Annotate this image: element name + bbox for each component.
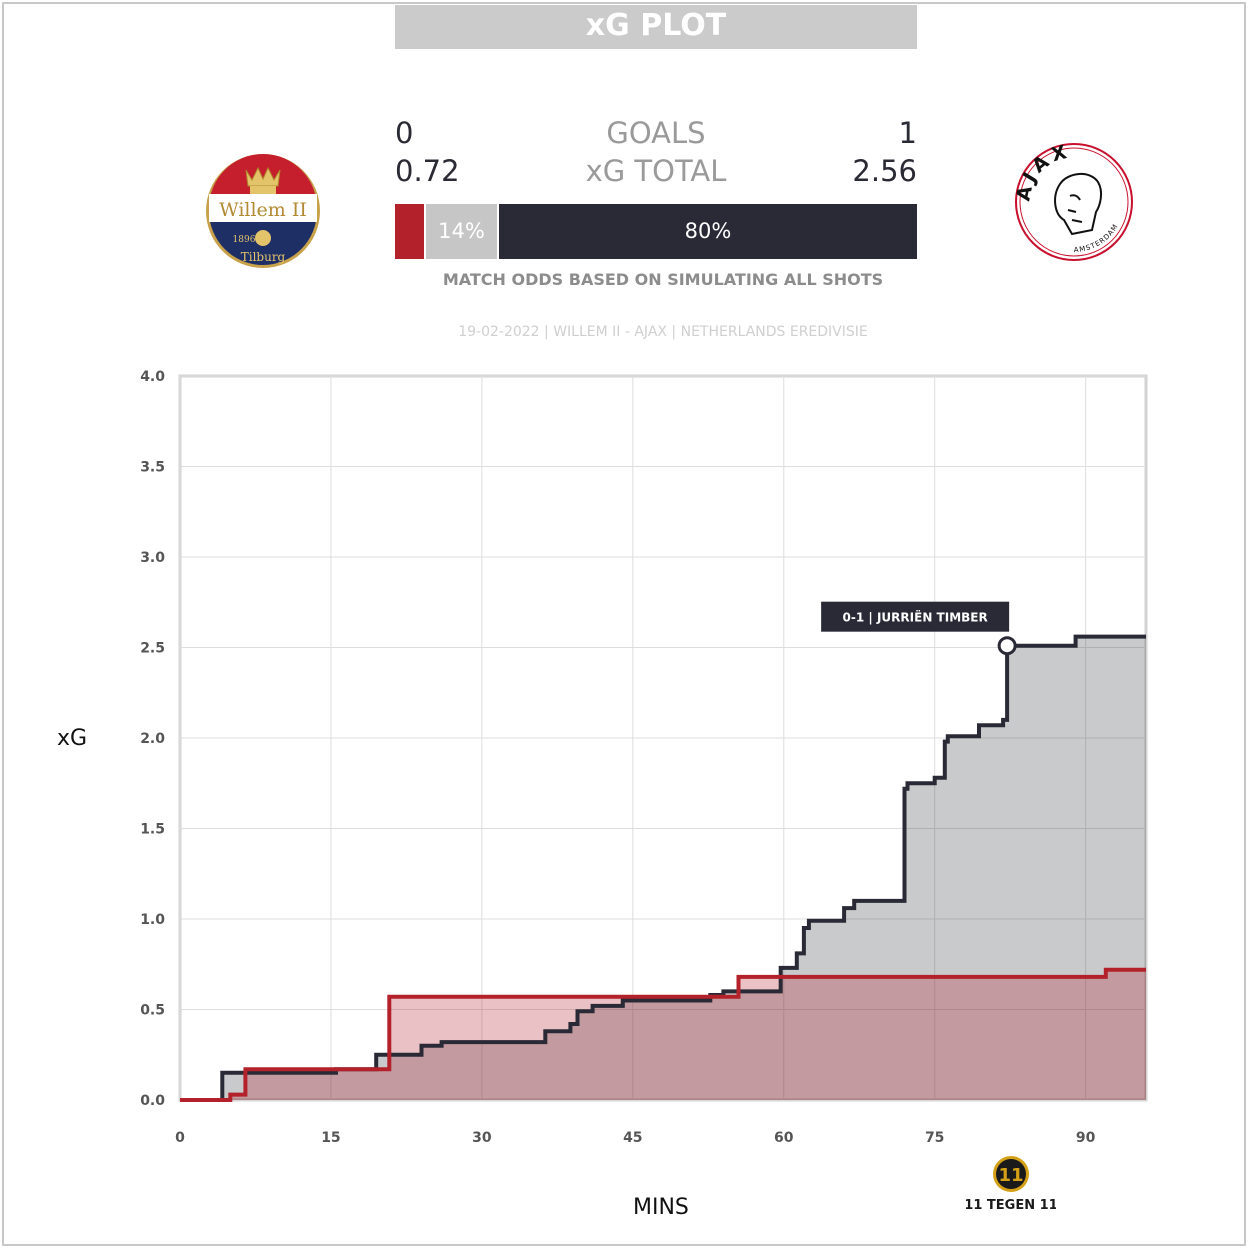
goal-label: 0-1 | JURRIËN TIMBER xyxy=(843,610,988,625)
x-tick-label: 15 xyxy=(321,1130,340,1146)
home-xg-area xyxy=(180,969,1146,1100)
page-title: xG PLOT xyxy=(395,5,917,49)
goals-row: 0 GOALS 1 xyxy=(395,116,917,156)
x-tick-label: 90 xyxy=(1076,1130,1096,1146)
crest-year: 1896 xyxy=(233,235,256,245)
goals-label: GOALS xyxy=(606,116,706,150)
crest-text-top: Willem II xyxy=(219,199,307,221)
away-xg-total: 2.56 xyxy=(852,154,917,188)
draw-odds: 14% xyxy=(426,204,497,259)
y-tick-label: 0.0 xyxy=(140,1093,165,1109)
odds-note: MATCH ODDS BASED ON SIMULATING ALL SHOTS xyxy=(442,270,884,289)
x-axis-title: MINS xyxy=(633,1195,689,1220)
willem-ii-crest-icon: Willem II 1896 Tilburg xyxy=(204,152,322,270)
x-tick-label: 75 xyxy=(925,1130,944,1146)
match-info: 19-02-2022 | WILLEM II - AJAX | NETHERLA… xyxy=(458,324,868,340)
crest-text-bottom: Tilburg xyxy=(241,250,286,264)
xg-total-row: 0.72 xG TOTAL 2.56 xyxy=(395,154,917,194)
11tegen11-logo-icon: 11 11 TEGEN 11 xyxy=(966,1156,1056,1213)
x-tick-label: 30 xyxy=(472,1130,492,1146)
home-goals: 0 xyxy=(395,116,414,150)
home-xg-line xyxy=(180,967,1146,1102)
y-tick-label: 0.5 xyxy=(140,1003,165,1019)
brand-text: 11 TEGEN 11 xyxy=(966,1198,1056,1213)
match-odds-bar: 14% 80% xyxy=(395,204,917,259)
home-win-odds xyxy=(395,204,424,259)
away-win-odds: 80% xyxy=(499,204,917,259)
goal-label-box xyxy=(821,601,1010,632)
y-tick-label: 4.0 xyxy=(140,369,165,385)
goal-marker xyxy=(997,636,1017,656)
y-tick-label: 3.5 xyxy=(140,460,165,476)
x-tick-label: 60 xyxy=(774,1130,794,1146)
xg-total-label: xG TOTAL xyxy=(585,154,727,188)
home-xg-total: 0.72 xyxy=(395,154,460,188)
x-tick-label: 0 xyxy=(175,1130,185,1146)
y-tick-label: 3.0 xyxy=(140,550,165,566)
svg-text:11: 11 xyxy=(998,1165,1023,1186)
x-tick-label: 45 xyxy=(623,1130,642,1146)
away-goals: 1 xyxy=(898,116,917,150)
away-xg-line xyxy=(180,634,1146,1102)
y-axis-title: xG xyxy=(57,726,88,751)
y-tick-label: 1.0 xyxy=(140,912,165,928)
away-xg-area xyxy=(180,636,1146,1100)
y-tick-label: 2.0 xyxy=(140,731,165,747)
ajax-crest-icon: AJAX AMSTERDAM xyxy=(1012,140,1133,261)
y-tick-label: 1.5 xyxy=(140,822,165,838)
y-tick-label: 2.5 xyxy=(140,641,165,657)
